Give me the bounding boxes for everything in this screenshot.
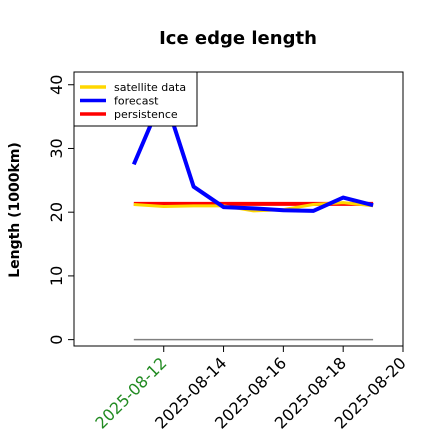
y-tick-label: 30 [47,138,66,158]
y-tick-label: 40 [47,75,66,95]
y-axis-label: Length (1000km) [7,142,23,278]
legend-label: forecast [114,95,159,108]
plot-area [73,71,404,347]
y-tick-label: 0 [47,335,66,345]
y-tick-label: 10 [47,266,66,286]
series-layer [131,92,374,341]
x-axis: 2025-08-122025-08-142025-08-162025-08-18… [91,346,410,433]
legend-label: persistence [114,108,178,121]
y-axis: 0 10 20 30 40 [47,75,74,345]
y-tick-label: 20 [47,202,66,222]
legend-label: satellite data [114,81,186,94]
chart-title: Ice edge length [159,28,317,49]
